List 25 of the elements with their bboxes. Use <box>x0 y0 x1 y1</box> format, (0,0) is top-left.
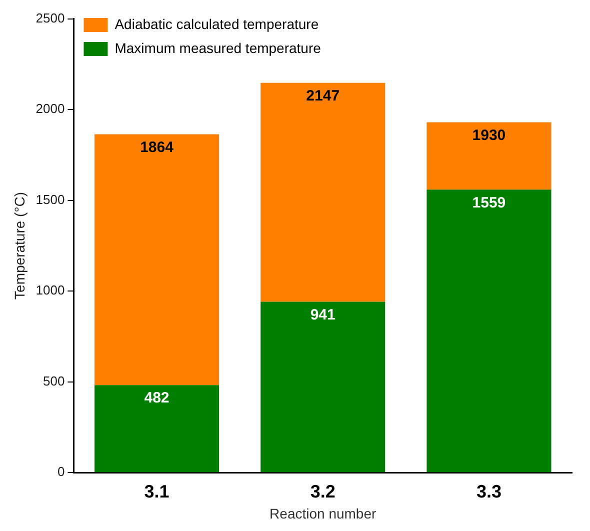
y-tick-label: 2500 <box>36 10 65 26</box>
data-label: 482 <box>144 390 170 407</box>
legend-label: Maximum measured temperature <box>114 40 322 56</box>
bar <box>260 302 386 472</box>
x-axis-title: Reaction number <box>270 505 376 522</box>
y-tick-label: 1000 <box>36 282 65 298</box>
total-label: 1930 <box>472 126 506 144</box>
y-tick-label: 2000 <box>36 101 65 116</box>
bar <box>94 385 220 472</box>
y-tick-label: 500 <box>43 373 65 388</box>
x-tick-label: 3.2 <box>310 481 336 502</box>
bar <box>94 134 220 386</box>
x-tick-label: 3.3 <box>476 481 502 502</box>
data-label: 941 <box>310 306 336 324</box>
data-label: 1559 <box>472 194 506 212</box>
total-label: 1864 <box>140 138 174 156</box>
total-label: 2147 <box>306 88 340 105</box>
y-tick-label: 1500 <box>36 192 65 207</box>
legend-label: Adiabatic calculated temperature <box>114 16 319 32</box>
bar <box>260 82 386 302</box>
bar <box>426 122 552 190</box>
bar <box>426 190 552 472</box>
y-axis-title: Temperature (°C) <box>11 192 28 300</box>
x-tick-label: 3.1 <box>144 481 170 502</box>
y-tick-label: 0 <box>57 464 65 480</box>
